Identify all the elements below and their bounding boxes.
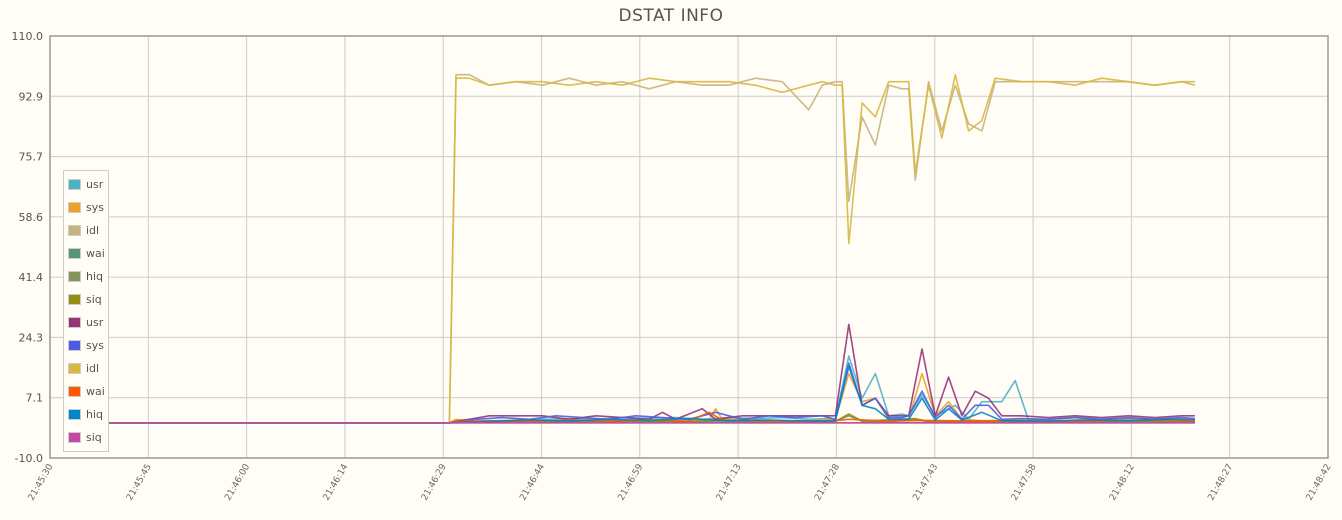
legend-label: siq — [86, 293, 102, 306]
y-tick-label: 75.7 — [19, 151, 44, 164]
legend-swatch — [68, 179, 81, 190]
legend-item-sys-7: sys — [64, 334, 108, 357]
legend-swatch — [68, 363, 81, 374]
legend-item-idl-8: idl — [64, 357, 108, 380]
legend-swatch — [68, 202, 81, 213]
y-tick-label: 7.1 — [26, 392, 44, 405]
legend-swatch — [68, 432, 81, 443]
x-tick-label: 21:47:58 — [1010, 462, 1039, 502]
legend-item-usr-6: usr — [64, 311, 108, 334]
series-line-hiq-10 — [76, 365, 1195, 424]
y-tick-label: 41.4 — [19, 271, 44, 284]
x-tick-label: 21:48:12 — [1108, 463, 1137, 503]
legend-swatch — [68, 225, 81, 236]
legend-label: wai — [86, 247, 105, 260]
x-tick-label: 21:45:45 — [125, 463, 154, 503]
x-tick-label: 21:47:13 — [715, 463, 744, 503]
legend-label: sys — [86, 201, 104, 214]
x-tick-label: 21:46:59 — [617, 462, 646, 502]
y-tick-label: 24.3 — [19, 331, 44, 344]
legend-swatch — [68, 386, 81, 397]
legend-item-wai-3: wai — [64, 242, 108, 265]
y-tick-label: 58.6 — [19, 211, 44, 224]
x-tick-label: 21:47:28 — [813, 462, 842, 502]
x-tick-label: 21:48:27 — [1206, 463, 1235, 503]
series-line-usr-6 — [76, 323, 1195, 424]
legend: usr sys idl wai hiq siq usr sys idl wai hiq siq — [63, 170, 109, 452]
legend-label: wai — [86, 385, 105, 398]
plot-background — [50, 36, 1328, 458]
legend-item-hiq-4: hiq — [64, 265, 108, 288]
legend-item-siq-11: siq — [64, 426, 108, 449]
x-tick-label: 21:47:43 — [911, 463, 940, 503]
legend-label: idl — [86, 224, 100, 237]
legend-label: usr — [86, 316, 104, 329]
y-tick-label: 92.9 — [19, 90, 44, 103]
legend-swatch — [68, 409, 81, 420]
x-tick-label: 21:45:30 — [27, 462, 56, 502]
legend-label: hiq — [86, 270, 104, 283]
legend-item-sys-1: sys — [64, 196, 108, 219]
series-line-idl-8 — [76, 73, 1196, 424]
legend-item-siq-5: siq — [64, 288, 108, 311]
x-tick-label: 21:46:14 — [322, 462, 351, 502]
legend-swatch — [68, 294, 81, 305]
legend-item-hiq-10: hiq — [64, 403, 108, 426]
legend-item-wai-9: wai — [64, 380, 108, 403]
x-tick-label: 21:48:42 — [1305, 463, 1334, 503]
legend-label: siq — [86, 431, 102, 444]
legend-swatch — [68, 317, 81, 328]
chart-title: DSTAT INFO — [618, 6, 724, 26]
legend-label: sys — [86, 339, 104, 352]
legend-swatch — [68, 248, 81, 259]
y-tick-label: -10.0 — [15, 452, 43, 465]
legend-label: usr — [86, 178, 104, 191]
x-tick-label: 21:46:00 — [223, 462, 252, 502]
legend-item-idl-2: idl — [64, 219, 108, 242]
x-tick-label: 21:46:29 — [420, 462, 449, 502]
legend-swatch — [68, 271, 81, 282]
legend-label: hiq — [86, 408, 104, 421]
legend-swatch — [68, 340, 81, 351]
legend-item-usr-0: usr — [64, 173, 108, 196]
legend-label: idl — [86, 362, 100, 375]
x-tick-label: 21:46:44 — [518, 462, 547, 502]
y-tick-label: 110.0 — [12, 30, 44, 43]
plot-border — [49, 35, 1329, 459]
